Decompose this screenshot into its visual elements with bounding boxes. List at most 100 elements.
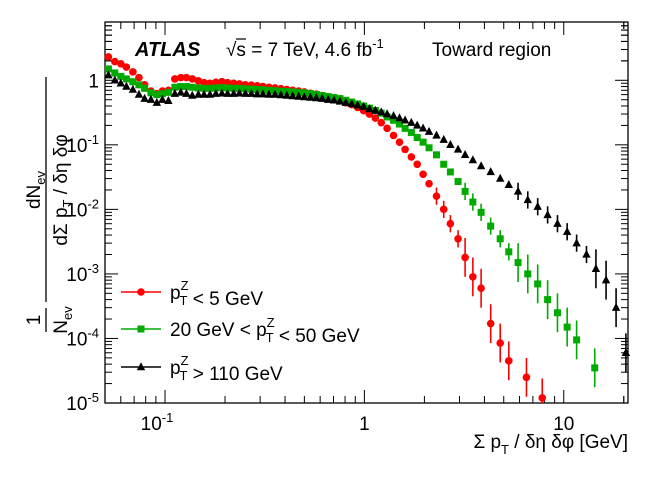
data-point [496, 173, 505, 182]
data-point [241, 85, 249, 93]
data-point [611, 302, 621, 311]
x-tick-label: 1 [359, 414, 370, 435]
x-axis-title-text: Σ pT / δη δφ [GeV] [473, 432, 628, 457]
data-point [218, 84, 226, 92]
data-point [182, 88, 191, 97]
data-point [461, 253, 469, 262]
data-point [601, 275, 611, 284]
legend-label: pZ T < 5 GeV [170, 278, 263, 310]
data-point [538, 394, 547, 402]
data-point [523, 195, 532, 204]
data-point [194, 77, 203, 85]
data-point [300, 92, 309, 101]
data-point [432, 130, 441, 139]
y-tick-label: 10-2 [66, 196, 99, 221]
data-point [353, 100, 362, 109]
data-point [469, 198, 477, 206]
data-point [140, 93, 149, 102]
data-point [433, 151, 441, 159]
data-point [389, 131, 398, 140]
data-point [122, 75, 130, 83]
data-point [461, 187, 469, 195]
data-point [543, 210, 552, 219]
data-point [323, 94, 333, 103]
legend-label: 20 GeV < pZ T < 50 GeV [170, 315, 360, 347]
legend-label: pZ T > 110 GeV [170, 353, 283, 385]
data-point [400, 115, 410, 124]
series-3 [104, 70, 631, 373]
data-point [317, 93, 327, 102]
data-point [153, 91, 161, 99]
data-point [182, 83, 190, 91]
y-tick-label: 1 [88, 71, 99, 92]
data-point [111, 57, 119, 66]
data-point [553, 218, 562, 227]
data-point [395, 113, 404, 122]
data-point [110, 75, 120, 84]
data-point [182, 73, 191, 82]
data-point [294, 91, 303, 100]
series-1 [104, 53, 547, 403]
data-point [135, 81, 143, 89]
data-point [194, 89, 203, 98]
data-point [371, 114, 380, 122]
region-annotation: Toward region [432, 40, 551, 61]
data-point [407, 129, 415, 137]
data-point [476, 161, 486, 170]
y-title-one: 1 [24, 315, 45, 326]
data-point [407, 153, 416, 161]
data-point [390, 116, 398, 124]
data-point [553, 309, 561, 317]
data-point [306, 92, 315, 101]
data-point [524, 270, 532, 278]
data-point [134, 89, 144, 98]
data-point [573, 336, 581, 344]
data-point [513, 186, 523, 195]
data-point [116, 78, 125, 87]
data-point [486, 167, 495, 176]
legend-marker [137, 325, 145, 333]
data-point [158, 90, 166, 98]
data-point [505, 248, 513, 256]
data-point [122, 63, 131, 71]
data-point [496, 235, 504, 243]
data-point [572, 238, 581, 247]
data-point [229, 88, 238, 97]
data-point [395, 120, 403, 128]
y-title-numerator: dNev [24, 170, 48, 209]
data-point [171, 75, 179, 83]
data-point [230, 84, 238, 92]
data-point [562, 226, 572, 235]
data-point [235, 88, 244, 97]
data-point [212, 78, 220, 87]
data-point [446, 219, 455, 228]
data-point [247, 88, 256, 97]
data-point [224, 84, 232, 92]
data-point [217, 88, 227, 97]
y-tick-label: 10-5 [66, 390, 99, 415]
data-point [534, 280, 542, 288]
data-point [241, 88, 250, 97]
data-point [522, 373, 531, 382]
data-point [341, 97, 351, 106]
energy-annotation: √s = 7 TeV, 4.6 fb-1 [226, 36, 384, 61]
data-point [446, 168, 454, 176]
data-point [200, 84, 208, 92]
data-point [454, 178, 462, 186]
data-point [188, 83, 196, 91]
experiment-label: ATLAS [134, 39, 201, 61]
data-point [389, 111, 398, 120]
legend: pZ T < 5 GeV 20 GeV < pZ T < 50 GeV pZ T > 11… [121, 278, 360, 385]
data-point [199, 89, 209, 98]
data-point [454, 234, 462, 243]
data-point [424, 126, 434, 135]
data-point [223, 88, 232, 97]
data-point [412, 120, 422, 129]
data-point [200, 78, 208, 87]
data-point [152, 97, 162, 106]
data-point [129, 68, 137, 76]
data-point [432, 192, 441, 200]
data-point [205, 89, 215, 98]
